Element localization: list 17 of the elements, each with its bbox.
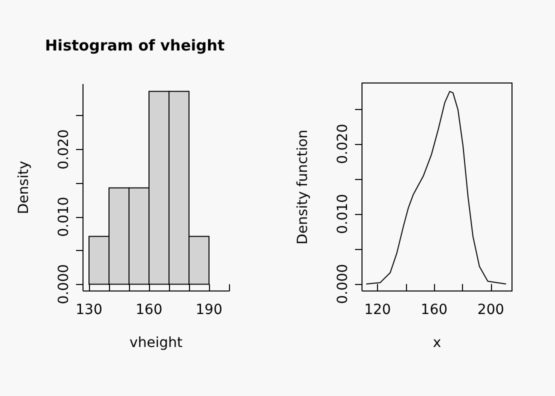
y-tick-label: 0.020 <box>335 124 351 164</box>
y-tick-label: 0.000 <box>56 264 72 304</box>
y-tick-label: 0.020 <box>56 129 72 170</box>
x-axis-title: vheight <box>130 335 183 351</box>
x-axis-title: x <box>432 335 442 351</box>
chart-title: Histogram of vheight <box>45 36 225 54</box>
x-tick-label: 190 <box>196 302 222 318</box>
y-axis-title: Density <box>16 160 32 214</box>
y-tick-label: 0.010 <box>335 194 351 234</box>
x-tick-label: 200 <box>477 302 504 318</box>
y-tick-label: 0.000 <box>335 264 351 304</box>
y-tick-label: 0.010 <box>56 196 72 237</box>
x-tick-label: 130 <box>76 302 102 318</box>
x-tick-label: 160 <box>420 302 448 318</box>
x-tick-label: 160 <box>136 302 162 318</box>
x-tick-label: 120 <box>364 302 391 318</box>
y-axis-title: Density function <box>295 130 311 244</box>
